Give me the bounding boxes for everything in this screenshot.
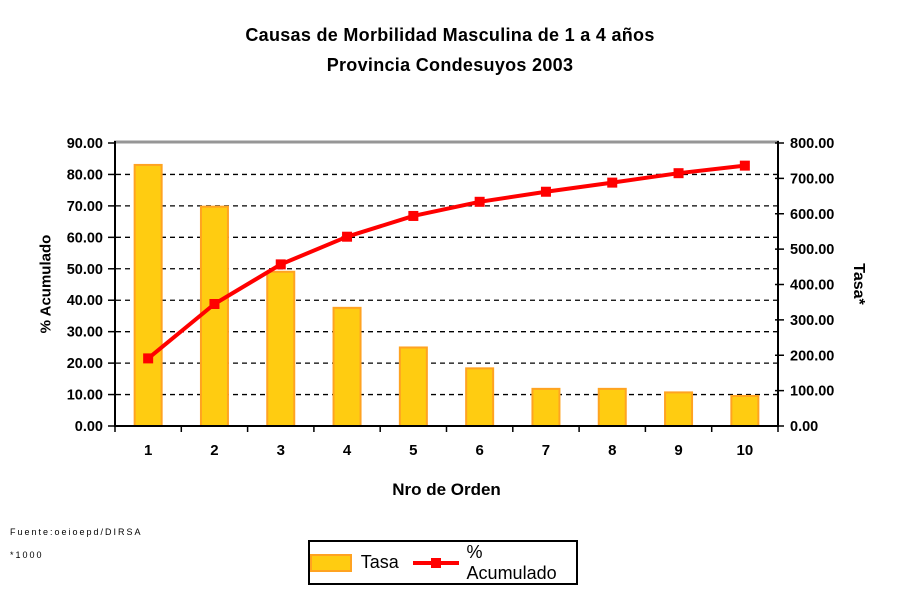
left-axis-tick-label: 50.00 <box>67 262 103 278</box>
bar <box>398 346 428 427</box>
scale-note: *1000 <box>10 550 44 560</box>
x-axis-tick-label: 9 <box>674 442 682 459</box>
bar <box>465 367 495 427</box>
bar <box>531 387 561 428</box>
legend-label-tasa: Tasa <box>360 552 399 572</box>
left-axis-tick-label: 60.00 <box>67 230 103 246</box>
x-axis-title: Nro de Orden <box>392 480 501 499</box>
right-axis-title: Tasa* <box>850 263 867 305</box>
chart-title-line1: Causas de Morbilidad Masculina de 1 a 4 … <box>245 25 655 45</box>
line-marker <box>739 160 750 171</box>
line-marker <box>209 298 220 309</box>
line-marker <box>342 231 353 242</box>
left-axis-tick-label: 20.00 <box>67 356 103 372</box>
bar <box>133 163 163 427</box>
x-axis-tick-label: 7 <box>542 442 550 459</box>
line-marker <box>607 177 618 188</box>
chart-title: Causas de Morbilidad Masculina de 1 a 4 … <box>0 26 900 74</box>
x-axis-tick-label: 10 <box>737 442 754 459</box>
x-axis-tick-label: 4 <box>343 442 352 459</box>
left-axis-tick-label: 10.00 <box>67 388 103 404</box>
bar <box>597 387 627 428</box>
line-marker <box>275 259 286 270</box>
right-axis-tick-label: 200.00 <box>790 348 834 364</box>
x-axis-tick-label: 6 <box>475 442 483 459</box>
legend-label-acumulado: % Acumulado <box>466 541 557 583</box>
right-axis-tick-label: 800.00 <box>790 136 834 152</box>
left-axis-title: % Acumulado <box>37 234 55 334</box>
x-axis-tick-label: 5 <box>409 442 417 459</box>
cumulative-line <box>146 163 747 361</box>
bar <box>266 270 296 428</box>
line-marker <box>474 196 485 207</box>
x-axis-tick-label: 8 <box>608 442 616 459</box>
right-axis-tick-label: 300.00 <box>790 313 834 329</box>
left-axis-tick-label: 40.00 <box>67 293 103 309</box>
x-axis-tick-label: 1 <box>144 442 152 459</box>
right-axis-tick-label: 500.00 <box>790 242 834 258</box>
legend-line-marker <box>430 557 441 568</box>
x-axis-tick-label: 2 <box>210 442 218 459</box>
left-axis-tick-label: 70.00 <box>67 199 103 215</box>
bar <box>664 391 694 427</box>
bar <box>332 306 362 427</box>
right-axis-tick-label: 0.00 <box>790 419 818 435</box>
legend-box: Tasa % Acumulado <box>308 540 578 585</box>
line-marker <box>408 210 419 221</box>
left-axis-tick-label: 0.00 <box>75 419 103 435</box>
bar <box>730 394 760 427</box>
line-marker <box>673 168 684 179</box>
source-note: Fuente:oeioepd/DIRSA <box>10 527 143 537</box>
left-axis-tick-label: 90.00 <box>67 136 103 152</box>
legend-line-sample <box>412 556 459 570</box>
line-marker <box>143 353 154 364</box>
left-axis-tick-label: 30.00 <box>67 325 103 341</box>
legend-bar-swatch <box>310 553 352 572</box>
right-axis-tick-label: 400.00 <box>790 278 834 294</box>
chart-title-line2: Provincia Condesuyos 2003 <box>326 55 574 75</box>
right-axis-tick-label: 100.00 <box>790 384 834 400</box>
right-axis-tick-label: 600.00 <box>790 207 834 223</box>
right-axis-tick-label: 700.00 <box>790 171 834 187</box>
x-axis-tick-label: 3 <box>277 442 285 459</box>
left-axis-tick-label: 80.00 <box>67 167 103 183</box>
line-marker <box>540 186 551 197</box>
bar <box>199 205 229 427</box>
